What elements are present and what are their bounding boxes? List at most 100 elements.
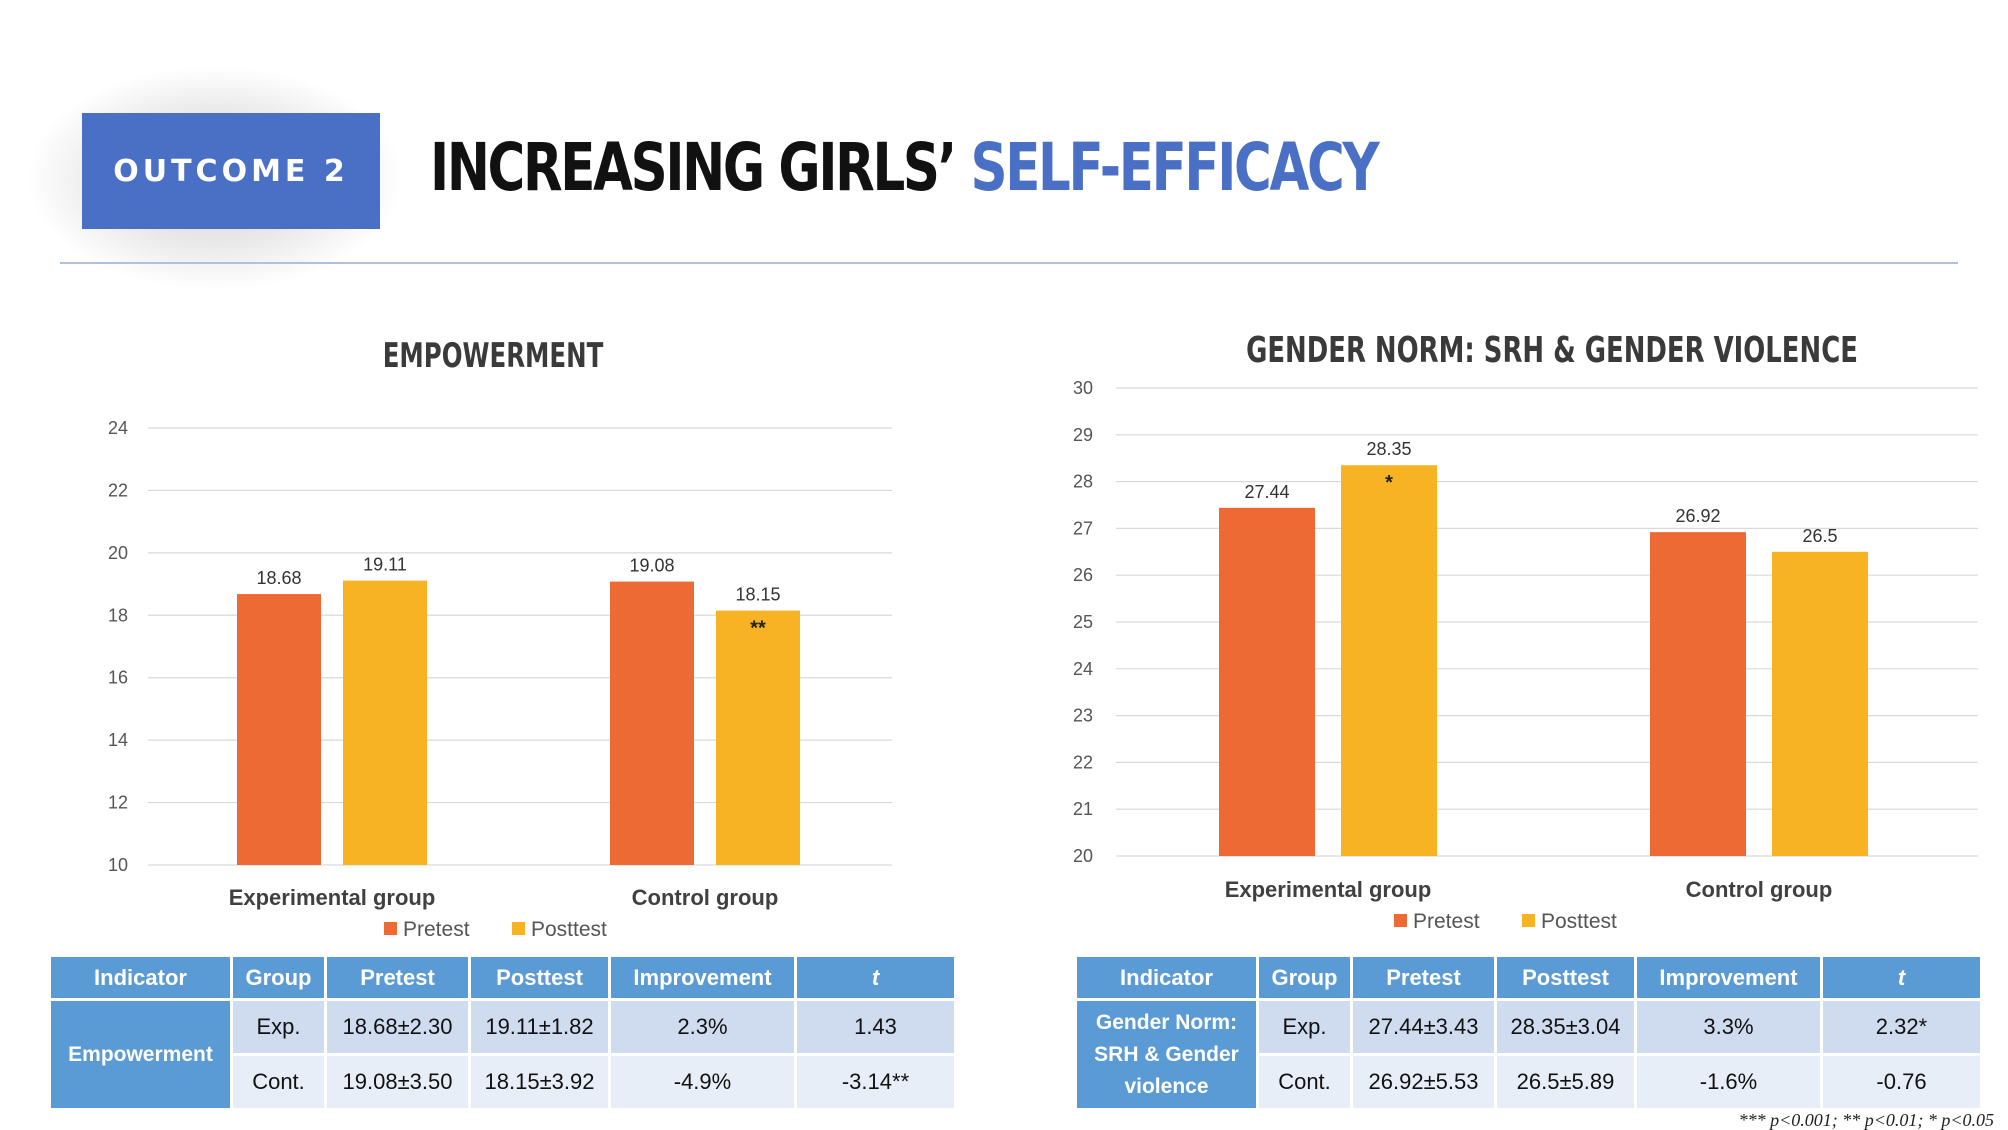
legend-swatch <box>1394 914 1407 927</box>
legend-label: Pretest <box>1413 910 1480 933</box>
data-label: 26.92 <box>1675 506 1720 526</box>
pretest-cell: 19.08±3.50 <box>324 1053 471 1111</box>
t-cell: -3.14** <box>794 1053 957 1111</box>
header-pretest: Pretest <box>324 954 471 1001</box>
data-label: 26.5 <box>1802 526 1837 546</box>
header-posttest: Posttest <box>1494 954 1637 1001</box>
header-improvement: Improvement <box>608 954 797 1001</box>
bar-pretest <box>610 581 694 865</box>
data-label: 19.11 <box>363 555 407 575</box>
y-tick-label: 28 <box>1073 472 1093 492</box>
significance-footnote: *** p<0.001; ** p<0.01; * p<0.05 <box>1738 1110 1994 1130</box>
y-tick-label: 23 <box>1073 706 1093 726</box>
significance-marker: * <box>1385 472 1393 494</box>
header-t: t <box>794 954 957 1001</box>
group-cell: Exp. <box>1256 998 1353 1056</box>
table-row: Cont. 26.92±5.53 26.5±5.89 -1.6% -0.76 <box>1076 1053 1983 1111</box>
y-tick-label: 29 <box>1073 425 1093 445</box>
group-cell: Cont. <box>1256 1053 1353 1111</box>
table-header-row: Indicator Group Pretest Posttest Improve… <box>1074 954 1983 1001</box>
gender-norm-table: Indicator Group Pretest Posttest Improve… <box>1074 954 1983 1111</box>
y-tick-label: 24 <box>1073 659 1093 679</box>
page-title-part-2: SELF-EFFICACY <box>970 129 1379 206</box>
posttest-cell: 19.11±1.82 <box>468 998 611 1056</box>
indicator-cell: Empowerment <box>48 998 233 1111</box>
data-label: 18.15 <box>735 585 780 605</box>
x-category-label: Experimental group <box>229 885 436 910</box>
empowerment-chart: EMPOWERMENT 10 12 14 16 18 20 22 24 18.68 19.11 Exp… <box>108 336 892 941</box>
x-category-label: Control group <box>1686 877 1833 902</box>
group-cell: Cont. <box>230 1053 327 1111</box>
indicator-line: violence <box>1124 1074 1209 1098</box>
legend-label: Posttest <box>1541 910 1617 933</box>
chart-title-group: GENDER NORM: SRH & GENDER VIOLENCE <box>1246 330 1858 371</box>
y-tick-label: 30 <box>1073 378 1093 398</box>
y-tick-label: 21 <box>1073 799 1093 819</box>
data-label: 28.35 <box>1366 439 1411 459</box>
bar-posttest <box>716 610 800 865</box>
header-t: t <box>1820 954 1983 1001</box>
legend-label: Posttest <box>531 918 607 941</box>
y-tick-label: 27 <box>1073 518 1093 538</box>
pretest-cell: 27.44±3.43 <box>1350 998 1497 1056</box>
posttest-cell: 18.15±3.92 <box>468 1053 611 1111</box>
header-group: Group <box>1256 954 1353 1001</box>
posttest-cell: 28.35±3.04 <box>1494 998 1637 1056</box>
header-indicator: Indicator <box>48 954 233 1001</box>
gender-norm-chart: GENDER NORM: SRH & GENDER VIOLENCE 20 21 22… <box>1073 330 1978 933</box>
chart-title: EMPOWERMENT <box>383 336 604 375</box>
indicator-line: SRH & Gender <box>1094 1042 1239 1066</box>
y-tick-label: 16 <box>108 668 128 688</box>
table-row: Gender Norm: SRH & Gender violence Exp. … <box>1074 998 1983 1111</box>
table-header-row: Indicator Group Pretest Posttest Improve… <box>48 954 957 1001</box>
header-posttest: Posttest <box>468 954 611 1001</box>
improvement-cell: 2.3% <box>608 998 797 1056</box>
y-tick-label: 22 <box>108 480 128 500</box>
bar-posttest <box>1341 465 1437 856</box>
bar-pretest <box>237 594 321 865</box>
header-pretest: Pretest <box>1350 954 1497 1001</box>
table-row: Empowerment Exp. 18.68±2.30 19.11±1.82 2… <box>48 998 957 1111</box>
pretest-cell: 26.92±5.53 <box>1350 1053 1497 1111</box>
bar-posttest <box>1772 551 1868 856</box>
y-tick-label: 20 <box>1073 846 1093 866</box>
legend-swatch <box>1522 914 1535 927</box>
x-category-label: Experimental group <box>1225 877 1432 902</box>
page-title-part-1: INCREASING GIRLS’ <box>430 129 971 206</box>
y-tick-label: 22 <box>1073 752 1093 772</box>
title-divider <box>60 262 1958 264</box>
y-tick-label: 26 <box>1073 565 1093 585</box>
y-tick-label: 18 <box>108 605 128 625</box>
data-label: 19.08 <box>629 556 674 576</box>
data-label: 27.44 <box>1244 482 1289 502</box>
t-cell: 1.43 <box>794 998 957 1056</box>
x-category-label: Control group <box>632 885 779 910</box>
improvement-cell: 3.3% <box>1634 998 1823 1056</box>
data-label: 18.68 <box>256 568 301 588</box>
y-tick-label: 24 <box>108 418 128 438</box>
posttest-cell: 26.5±5.89 <box>1494 1053 1637 1111</box>
significance-marker: ** <box>750 618 766 640</box>
header-improvement: Improvement <box>1634 954 1823 1001</box>
pretest-cell: 18.68±2.30 <box>324 998 471 1056</box>
bar-pretest <box>1219 507 1315 856</box>
bar-posttest <box>343 580 427 865</box>
y-tick-label: 10 <box>108 855 128 875</box>
y-tick-label: 14 <box>108 730 128 750</box>
improvement-cell: -4.9% <box>608 1053 797 1111</box>
header-indicator: Indicator <box>1074 954 1259 1001</box>
legend-swatch <box>512 922 525 935</box>
empowerment-table: Indicator Group Pretest Posttest Improve… <box>48 954 957 1111</box>
chart-title-group: EMPOWERMENT <box>383 336 604 375</box>
legend-label: Pretest <box>403 918 470 941</box>
page-title: INCREASING GIRLS’ SELF-EFFICACY <box>430 118 1380 218</box>
group-cell: Exp. <box>230 998 327 1056</box>
indicator-line: Gender Norm: <box>1095 1010 1238 1034</box>
y-tick-label: 20 <box>108 543 128 563</box>
outcome-badge: OUTCOME 2 <box>82 113 380 229</box>
t-cell: 2.32* <box>1820 998 1983 1056</box>
header-group: Group <box>230 954 327 1001</box>
bar-pretest <box>1650 532 1746 856</box>
improvement-cell: -1.6% <box>1634 1053 1823 1111</box>
y-tick-label: 25 <box>1073 612 1093 632</box>
